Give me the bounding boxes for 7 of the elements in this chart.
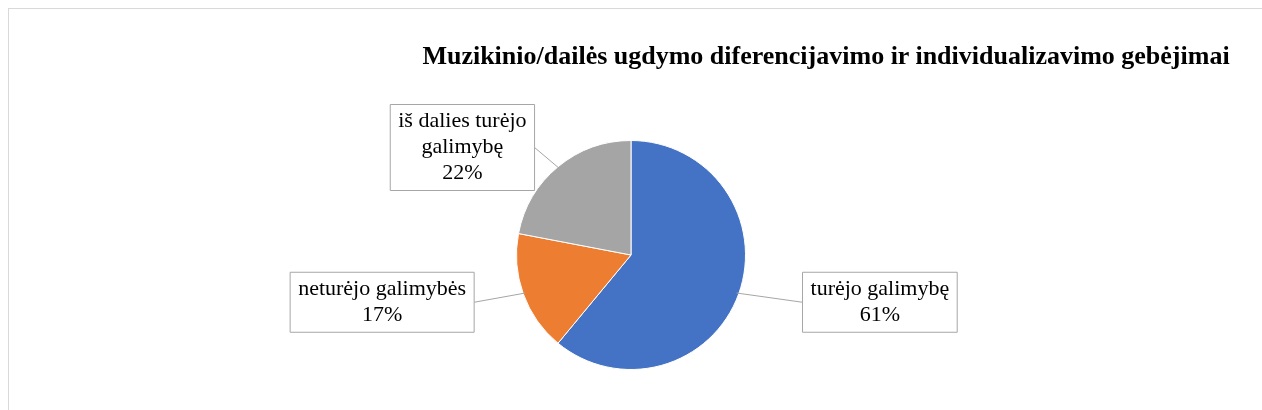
chart-title: Muzikinio/dailės ugdymo diferencijavimo ir individualizavimo gebėjimai xyxy=(421,40,1231,72)
slice-label: turėjo galimybę xyxy=(810,275,950,301)
slice-label: iš dalies turėjo galimybę xyxy=(398,107,527,159)
data-label: 17% xyxy=(361,301,403,327)
data-label: 22% xyxy=(442,159,483,185)
data-label: 61% xyxy=(859,301,901,327)
slice-label: neturėjo galimybės xyxy=(298,275,467,301)
